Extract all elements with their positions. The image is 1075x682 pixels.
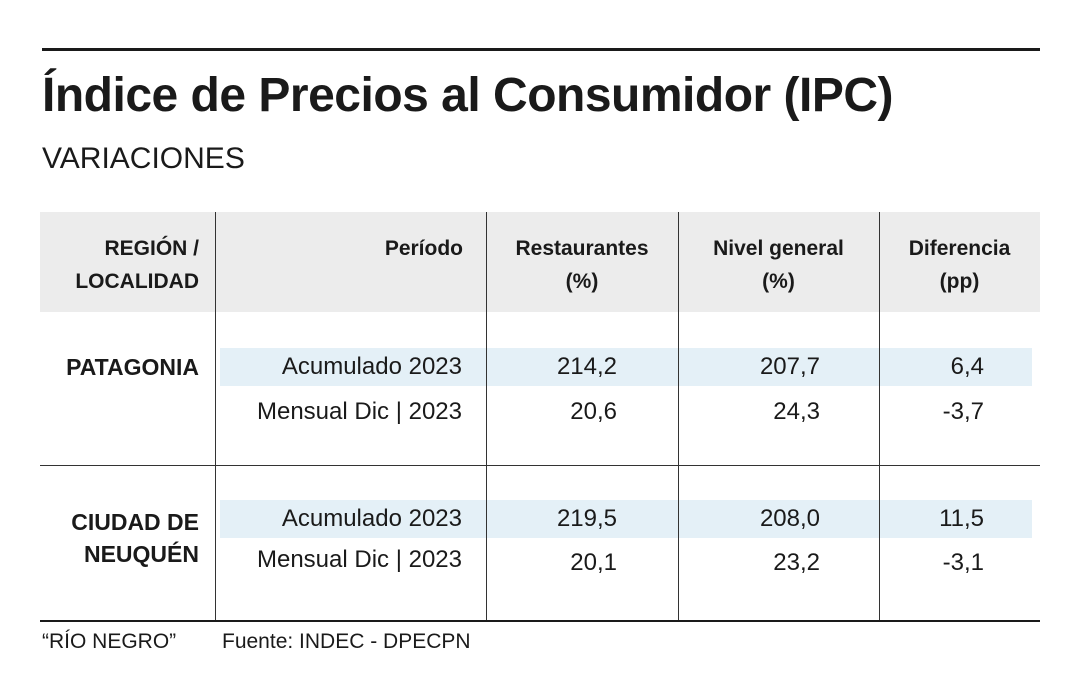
table-cell-nivel-general: 208,0 [759, 505, 820, 532]
column-divider [678, 212, 679, 621]
table-header-band [40, 212, 1040, 312]
row-highlight-neuquen [220, 500, 1032, 538]
region-label-neuquen: CIUDAD DE NEUQUÉN [71, 506, 199, 570]
header-restaurantes-line2: (%) [565, 270, 599, 293]
column-divider [215, 212, 216, 621]
header-diferencia-line1: Diferencia [908, 237, 1011, 260]
region-label-line: CIUDAD DE [71, 509, 199, 535]
page-subtitle: VARIACIONES [42, 142, 245, 175]
header-region: REGIÓN / LOCALIDAD [75, 232, 199, 298]
header-nivel-general-line1: Nivel general [713, 237, 844, 260]
table-cell-restaurantes: 219,5 [556, 505, 617, 532]
column-divider [486, 212, 487, 621]
header-diferencia-line2: (pp) [939, 270, 980, 293]
header-nivel-general-line2: (%) [762, 270, 795, 293]
header-region-line1: REGIÓN / [104, 237, 199, 260]
table-cell-periodo: Mensual Dic | 2023 [256, 398, 462, 425]
header-diferencia: Diferencia (pp) [879, 232, 1040, 298]
table-cell-diferencia: -3,1 [942, 549, 984, 576]
table-cell-nivel-general: 23,2 [773, 549, 820, 576]
table-cell-diferencia: 11,5 [939, 505, 984, 532]
header-periodo: Período [385, 232, 463, 265]
table-bottom-rule [40, 620, 1040, 622]
region-label-line: NEUQUÉN [83, 541, 199, 567]
footer-credit: “RÍO NEGRO” [42, 630, 177, 653]
table-cell-restaurantes: 20,6 [570, 398, 617, 425]
table-cell-restaurantes: 214,2 [556, 353, 617, 380]
footer-source: Fuente: INDEC - DPECPN [222, 630, 471, 653]
region-label-line: PATAGONIA [66, 354, 199, 380]
header-restaurantes-line1: Restaurantes [515, 237, 649, 260]
table-cell-periodo: Mensual Dic | 2023 [256, 546, 462, 573]
header-region-line2: LOCALIDAD [75, 270, 199, 293]
table-cell-nivel-general: 24,3 [773, 398, 820, 425]
table-cell-restaurantes: 20,1 [570, 549, 617, 576]
group-divider [40, 465, 1040, 466]
column-divider [879, 212, 880, 621]
table-cell-diferencia: -3,7 [942, 398, 984, 425]
top-rule [42, 48, 1040, 51]
header-periodo-line1: Período [384, 237, 463, 260]
table-cell-periodo: Acumulado 2023 [281, 353, 462, 380]
header-nivel-general: Nivel general (%) [678, 232, 879, 298]
page-title: Índice de Precios al Consumidor (IPC) [42, 69, 894, 122]
header-restaurantes: Restaurantes (%) [486, 232, 678, 298]
table-cell-diferencia: 6,4 [950, 353, 984, 380]
table-cell-nivel-general: 207,7 [759, 353, 820, 380]
row-highlight-patagonia [220, 348, 1032, 386]
ipc-table: REGIÓN / LOCALIDAD Período Restaurantes … [40, 212, 1040, 622]
region-label-patagonia: PATAGONIA [66, 351, 199, 383]
table-cell-periodo: Acumulado 2023 [281, 505, 462, 532]
